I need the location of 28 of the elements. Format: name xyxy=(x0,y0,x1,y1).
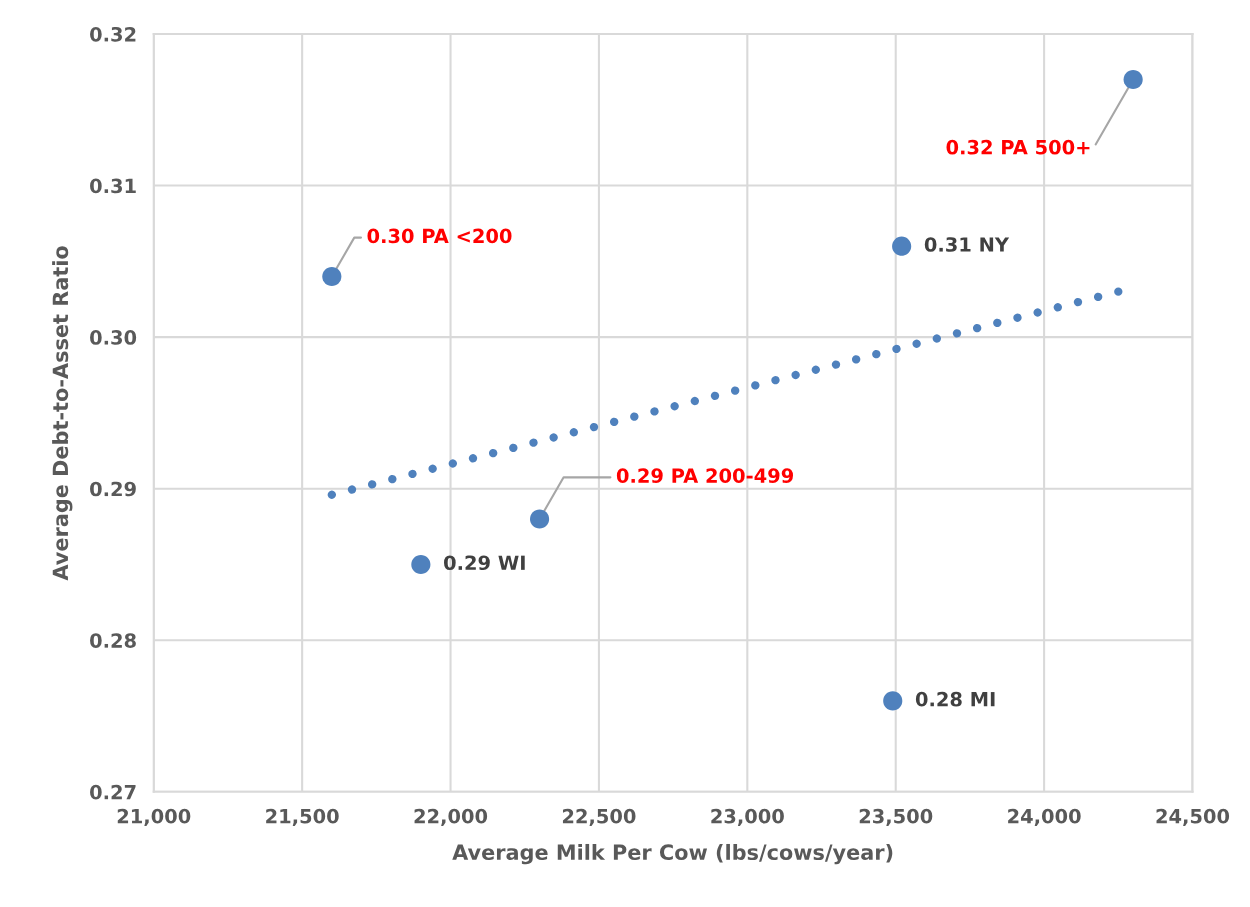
annotation: 0.28 MI xyxy=(915,691,995,707)
x-tick-label: 23,000 xyxy=(711,808,784,827)
annotation: 0.30 PA <200 xyxy=(367,228,512,244)
y-tick-label: 0.27 xyxy=(90,784,136,800)
point xyxy=(530,509,550,529)
y-tick-label: 0.30 xyxy=(90,330,137,345)
x-tick-label: 22,500 xyxy=(562,808,636,827)
y-axis-title: Average Debt-to-Asset Ratio xyxy=(52,246,73,581)
x-tick-label: 21,500 xyxy=(266,808,339,827)
x-tick-label: 22,000 xyxy=(414,808,488,827)
x-axis-title: Average Milk Per Cow (lbs/cows/year) xyxy=(452,843,893,865)
x-tick-label: 21,000 xyxy=(117,808,191,827)
point xyxy=(883,691,903,711)
y-tick-label: 0.29 xyxy=(90,481,136,497)
annotation: 0.32 PA 500+ xyxy=(946,139,1090,155)
x-tick-label: 24,000 xyxy=(1008,808,1081,827)
annotation: 0.29 PA 200-499 xyxy=(616,468,793,483)
y-tick-label: 0.28 xyxy=(90,633,136,648)
x-tick-label: 23,500 xyxy=(859,808,933,827)
point xyxy=(322,266,342,287)
point xyxy=(411,554,431,575)
point xyxy=(1123,69,1143,90)
annotation: 0.29 WI xyxy=(444,555,525,571)
point xyxy=(892,236,912,256)
y-tick-label: 0.32 xyxy=(90,26,136,42)
annotation: 0.31 NY xyxy=(924,237,1010,252)
x-tick-label: 24,500 xyxy=(1156,808,1230,827)
y-tick-label: 0.31 xyxy=(90,178,136,194)
